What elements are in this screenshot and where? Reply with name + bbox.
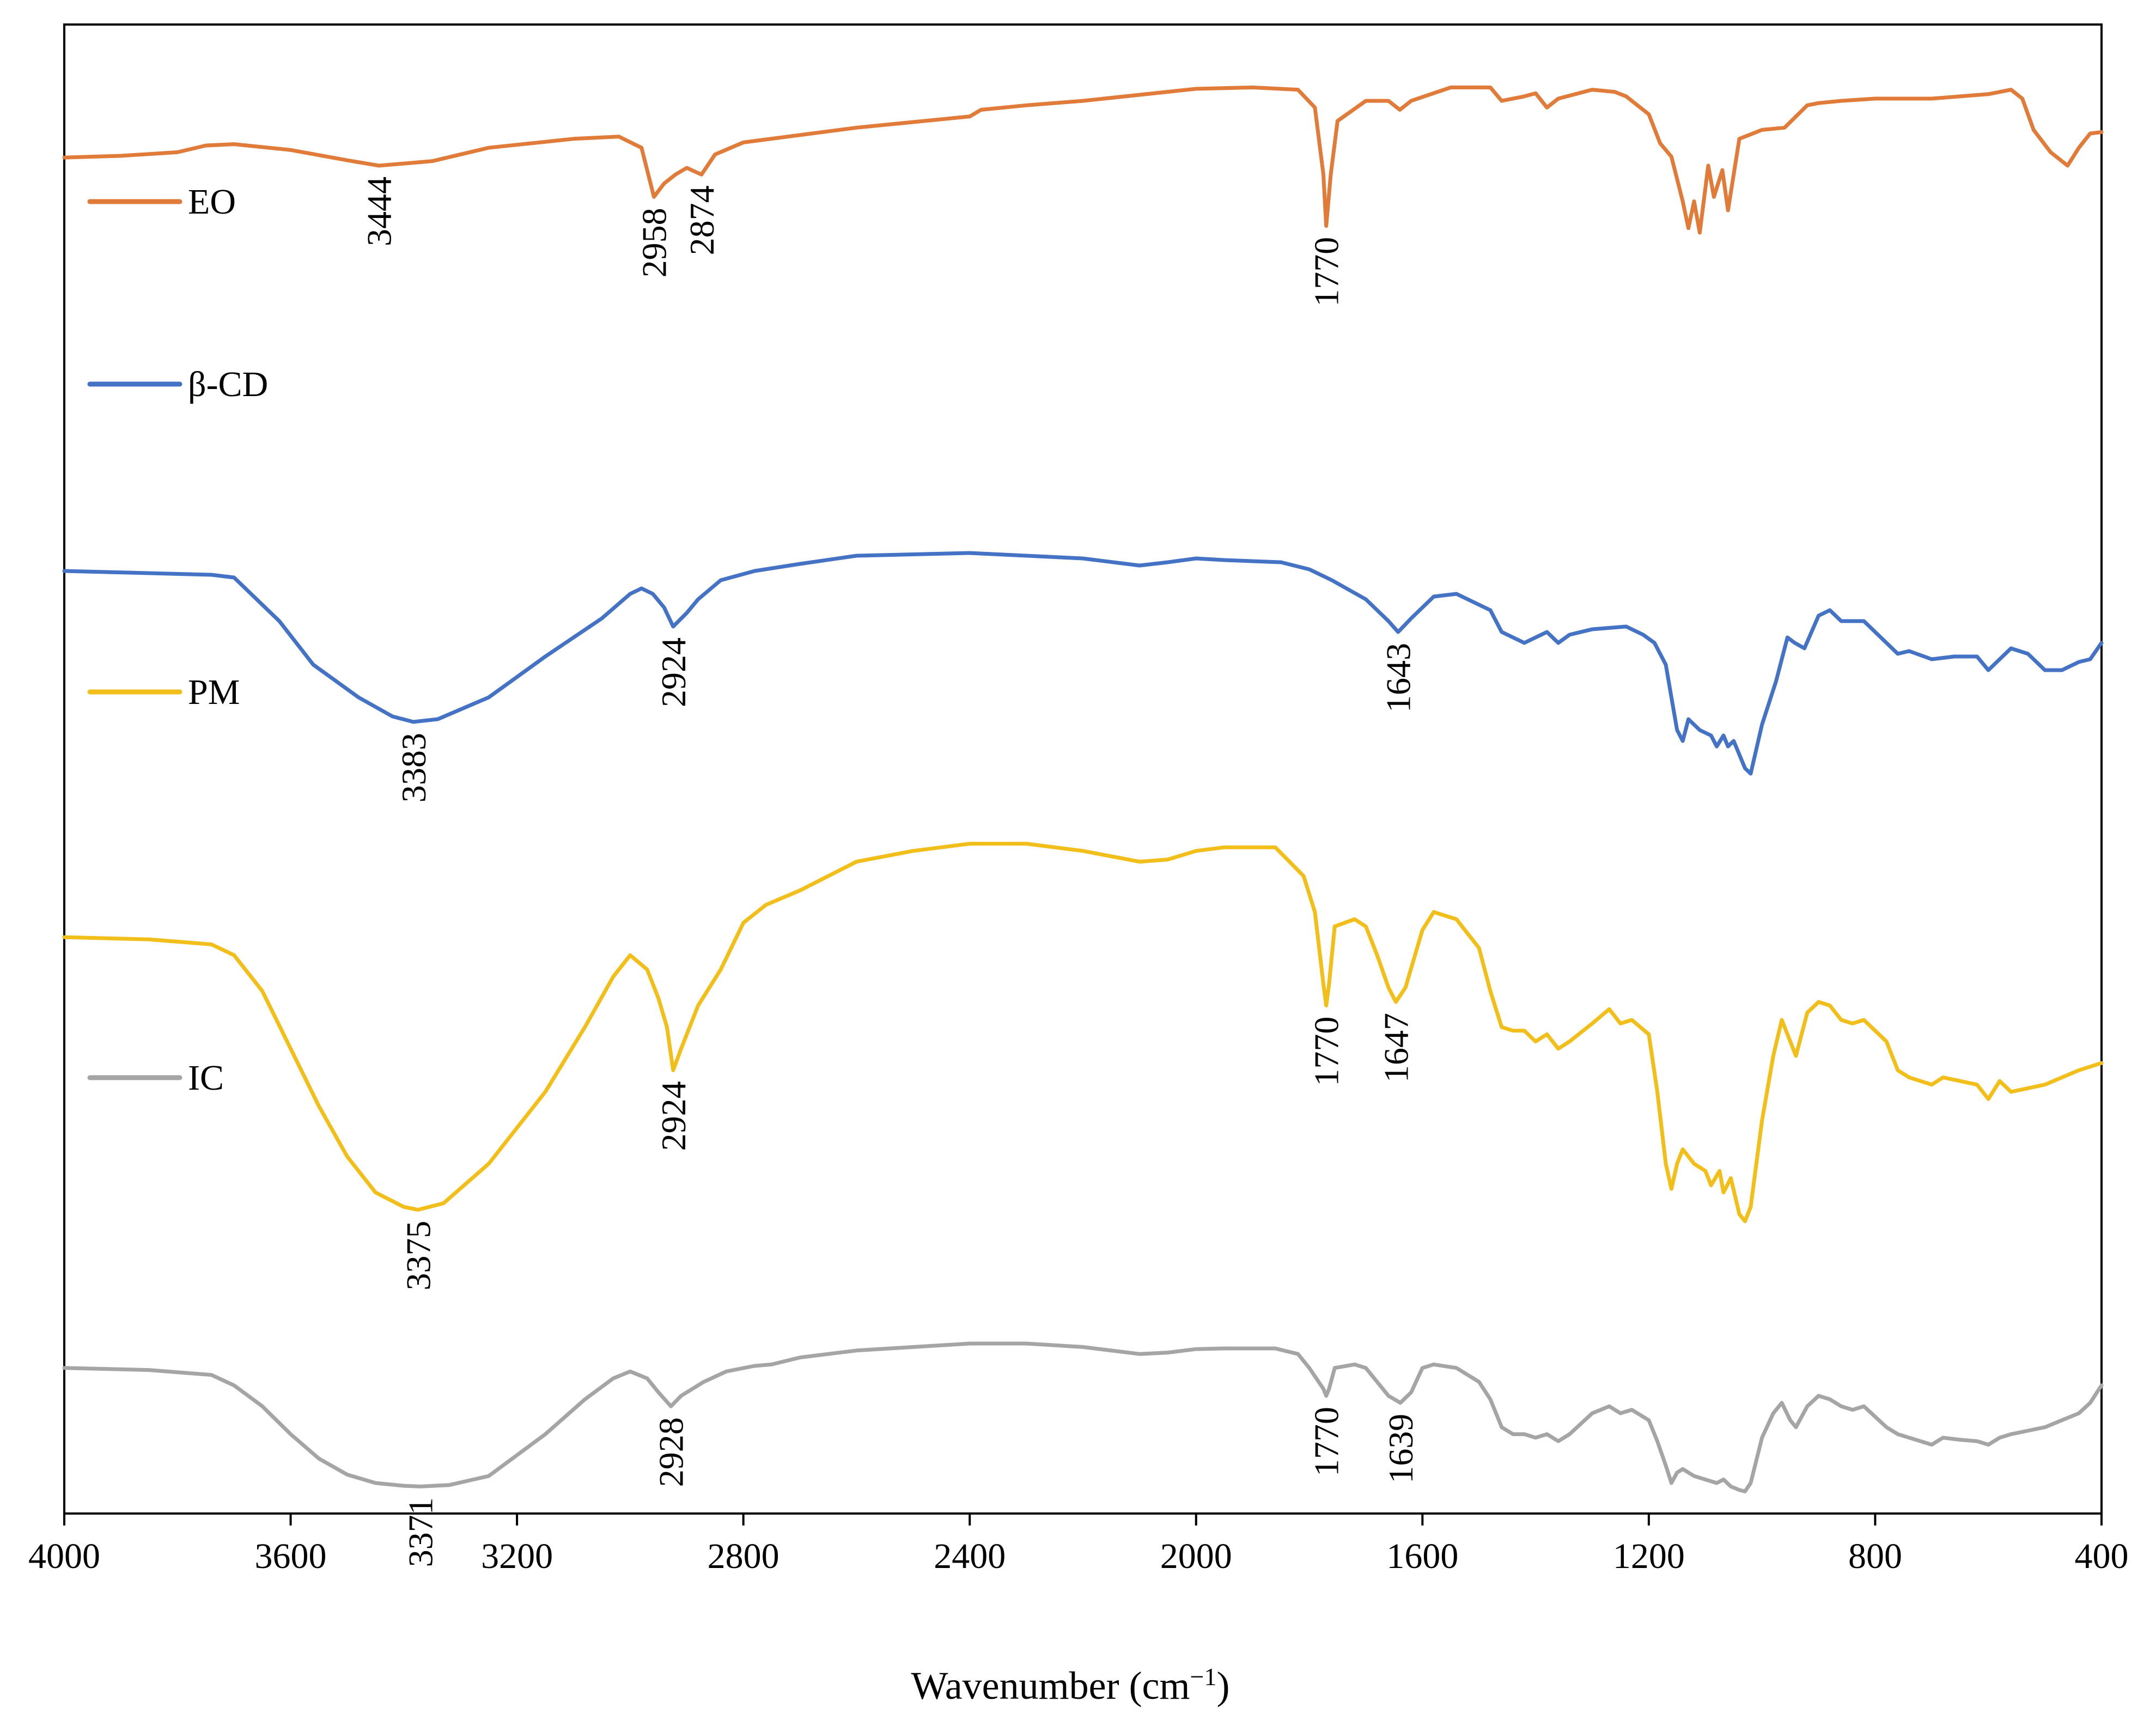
peak-label-beta-cd-1643: 1643 — [1379, 643, 1418, 713]
peak-label-ic-2928: 2928 — [652, 1417, 691, 1487]
series-line-beta-cd — [62, 551, 2104, 776]
series-line-eo — [62, 86, 2104, 235]
x-tick-label-3600: 3600 — [255, 1536, 327, 1576]
peak-label-pm-2924: 2924 — [654, 1081, 693, 1151]
legend-label-beta-cd: β-CD — [188, 364, 268, 404]
legend-item-ic: IC — [87, 1058, 224, 1098]
x-axis-title-unit-exponent: −1 — [1190, 1663, 1217, 1691]
legend-label-eo: EO — [188, 182, 236, 222]
peak-label-pm-1770: 1770 — [1307, 1017, 1346, 1086]
peak-label-eo-2874: 2874 — [683, 185, 721, 255]
x-axis: 4000 3600 3200 2800 2400 2000 1600 1200 800 400 — [28, 1514, 2129, 1576]
x-tick-label-2000: 2000 — [1160, 1536, 1232, 1576]
peak-annotations: 3444 2958 2874 1770 2924 3383 1643 2924 3375 1770… — [360, 177, 1420, 1567]
peak-label-pm-1647: 1647 — [1377, 1013, 1416, 1083]
peak-label-pm-3375: 3375 — [399, 1221, 437, 1291]
x-tick-label-1600: 1600 — [1386, 1536, 1458, 1576]
series-line-pm — [62, 842, 2104, 1224]
x-tick-label-400: 400 — [2075, 1536, 2129, 1576]
legend: EO β-CD PM IC — [87, 182, 268, 1098]
peak-label-beta-cd-2924: 2924 — [654, 637, 693, 707]
series-layer — [62, 86, 2104, 1493]
peak-label-ic-3371: 3371 — [401, 1497, 440, 1567]
series-line-ic — [62, 1341, 2104, 1493]
peak-label-eo-3444: 3444 — [360, 177, 399, 246]
peak-label-eo-1770: 1770 — [1307, 237, 1346, 307]
x-axis-title-text: Wavenumber (cm — [911, 1664, 1190, 1707]
x-tick-label-4000: 4000 — [28, 1536, 100, 1576]
legend-item-beta-cd: β-CD — [87, 364, 268, 404]
legend-item-eo: EO — [87, 182, 236, 222]
peak-label-beta-cd-3383: 3383 — [394, 733, 433, 803]
legend-label-pm: PM — [188, 672, 240, 712]
legend-item-pm: PM — [87, 672, 240, 712]
x-tick-label-2800: 2800 — [708, 1536, 779, 1576]
legend-label-ic: IC — [188, 1058, 224, 1098]
plot-frame — [63, 23, 2103, 1515]
x-tick-label-1200: 1200 — [1613, 1536, 1685, 1576]
peak-label-ic-1770: 1770 — [1307, 1407, 1346, 1476]
peak-label-ic-1639: 1639 — [1381, 1414, 1420, 1484]
x-axis-title-close: ) — [1216, 1664, 1229, 1707]
x-axis-title: Wavenumber (cm−1) — [911, 1663, 1230, 1708]
x-tick-label-800: 800 — [1848, 1536, 1902, 1576]
peak-label-eo-2958: 2958 — [635, 208, 674, 277]
x-tick-label-3200: 3200 — [481, 1536, 553, 1576]
x-tick-label-2400: 2400 — [934, 1536, 1006, 1576]
